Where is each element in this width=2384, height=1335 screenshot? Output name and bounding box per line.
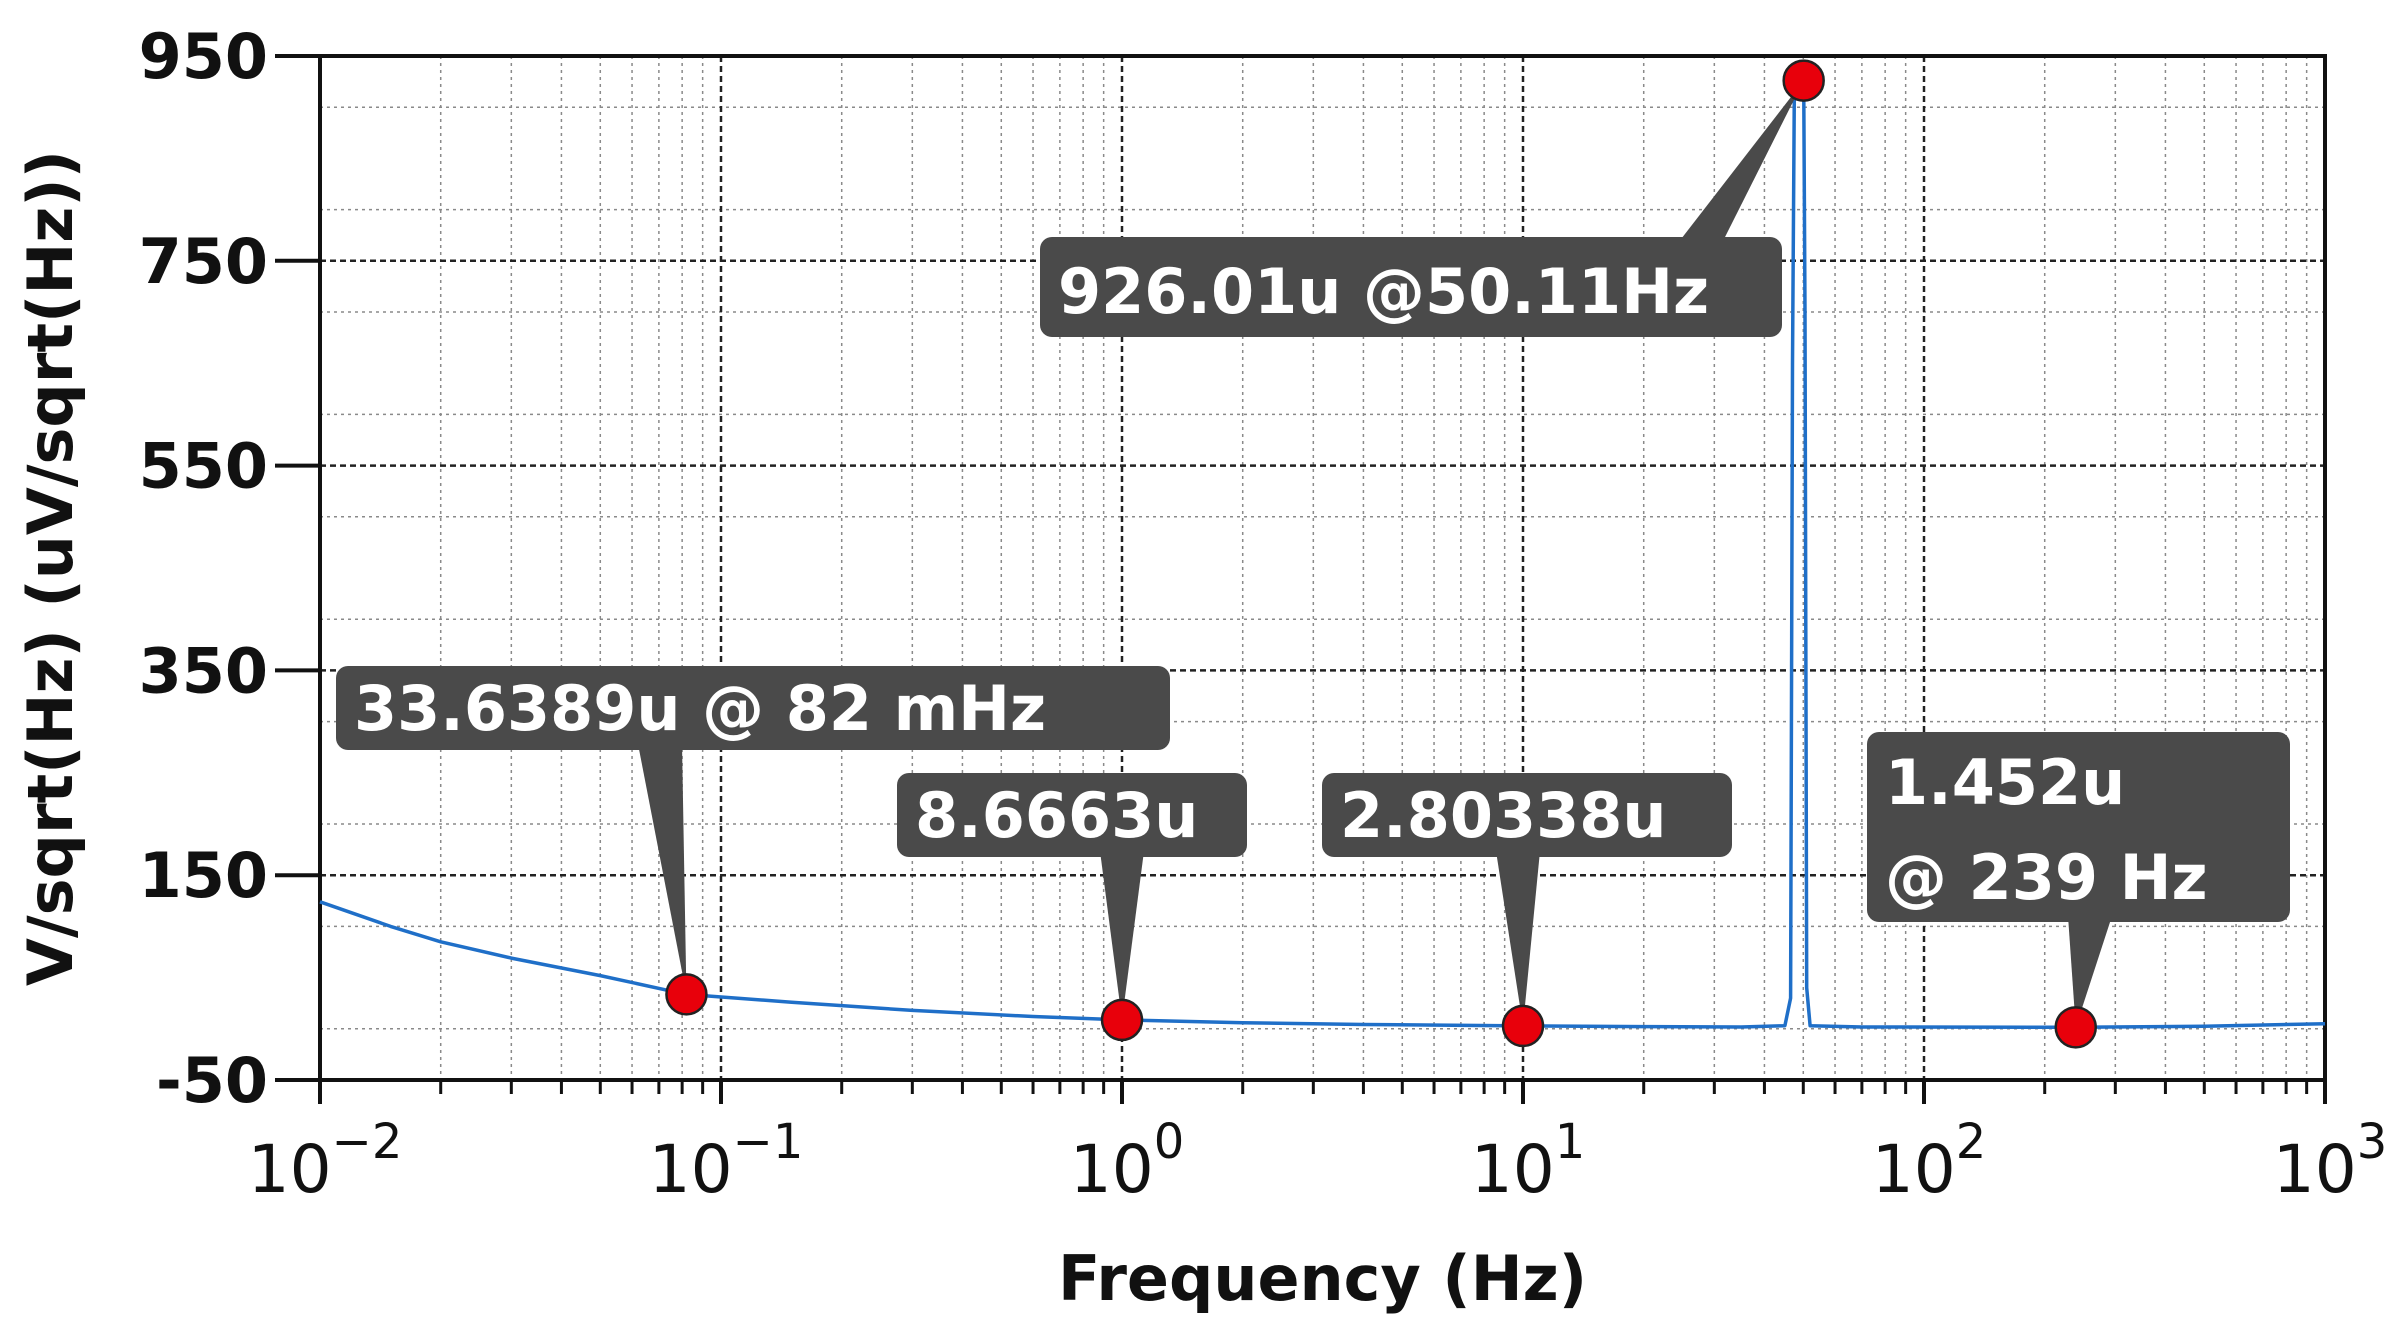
callout-box	[1040, 237, 1782, 337]
x-tick-label: 102	[1872, 1114, 1987, 1208]
y-axis-label: V/sqrt(Hz) (uV/sqrt(Hz))	[14, 150, 87, 986]
callout-text: 1.452u	[1885, 746, 2125, 819]
callout-box	[1322, 773, 1732, 857]
callout-text: 33.6389u @ 82 mHz	[354, 672, 1046, 745]
data-marker	[665, 973, 708, 1016]
callout-pointer	[2068, 916, 2112, 1028]
plot-frame	[318, 54, 2327, 1082]
callout: 2.80338u	[1322, 773, 1732, 1026]
callout-text: 2.80338u	[1340, 779, 1667, 852]
data-marker	[2054, 1006, 2097, 1049]
callout-box	[1867, 732, 2290, 922]
callout-text: 8.6663u	[915, 779, 1198, 852]
callout: 1.452u @ 239 Hz	[1867, 732, 2290, 1028]
x-tick-label: 10−1	[649, 1114, 804, 1208]
callout: 33.6389u @ 82 mHz	[336, 666, 1170, 995]
x-tick-label: 101	[1471, 1114, 1586, 1208]
callout-pointer	[1100, 851, 1144, 1020]
x-axis-ticks: 10−2 10−1 100 101 102 103	[248, 1080, 2384, 1208]
x-tick-label: 103	[2273, 1114, 2384, 1208]
y-tick-label: 350	[139, 634, 268, 707]
y-tick-label: 150	[139, 839, 268, 912]
callout-box	[897, 773, 1247, 857]
callouts: 33.6389u @ 82 mHz 8.6663u 2.80338u 926.01u …	[336, 80, 2290, 1028]
y-tick-label: 950	[139, 20, 268, 93]
data-marker	[1782, 59, 1825, 102]
y-tick-label: 550	[139, 430, 268, 503]
callout-pointer	[1678, 80, 1804, 243]
callout-box	[336, 666, 1170, 750]
x-tick-label: 100	[1070, 1114, 1185, 1208]
callout-pointer	[638, 744, 687, 995]
y-tick-label: 750	[139, 225, 268, 298]
grid-minor	[320, 56, 2325, 1080]
x-tick-label: 10−2	[248, 1114, 403, 1208]
callout-pointer	[1496, 851, 1540, 1026]
callout: 926.01u @50.11Hz	[1040, 80, 1804, 337]
x-axis-label: Frequency (Hz)	[1058, 1242, 1587, 1315]
callout-text: 926.01u @50.11Hz	[1058, 255, 1709, 328]
markers	[665, 59, 2097, 1049]
data-marker	[1501, 1004, 1545, 1048]
data-marker	[1100, 998, 1144, 1042]
callout-text: @ 239 Hz	[1885, 841, 2208, 914]
y-tick-label: -50	[156, 1044, 268, 1117]
series-line	[319, 78, 2326, 1030]
y-axis-ticks: 950 750 550 350 150 -50	[139, 20, 320, 1117]
callout: 8.6663u	[897, 773, 1247, 1020]
